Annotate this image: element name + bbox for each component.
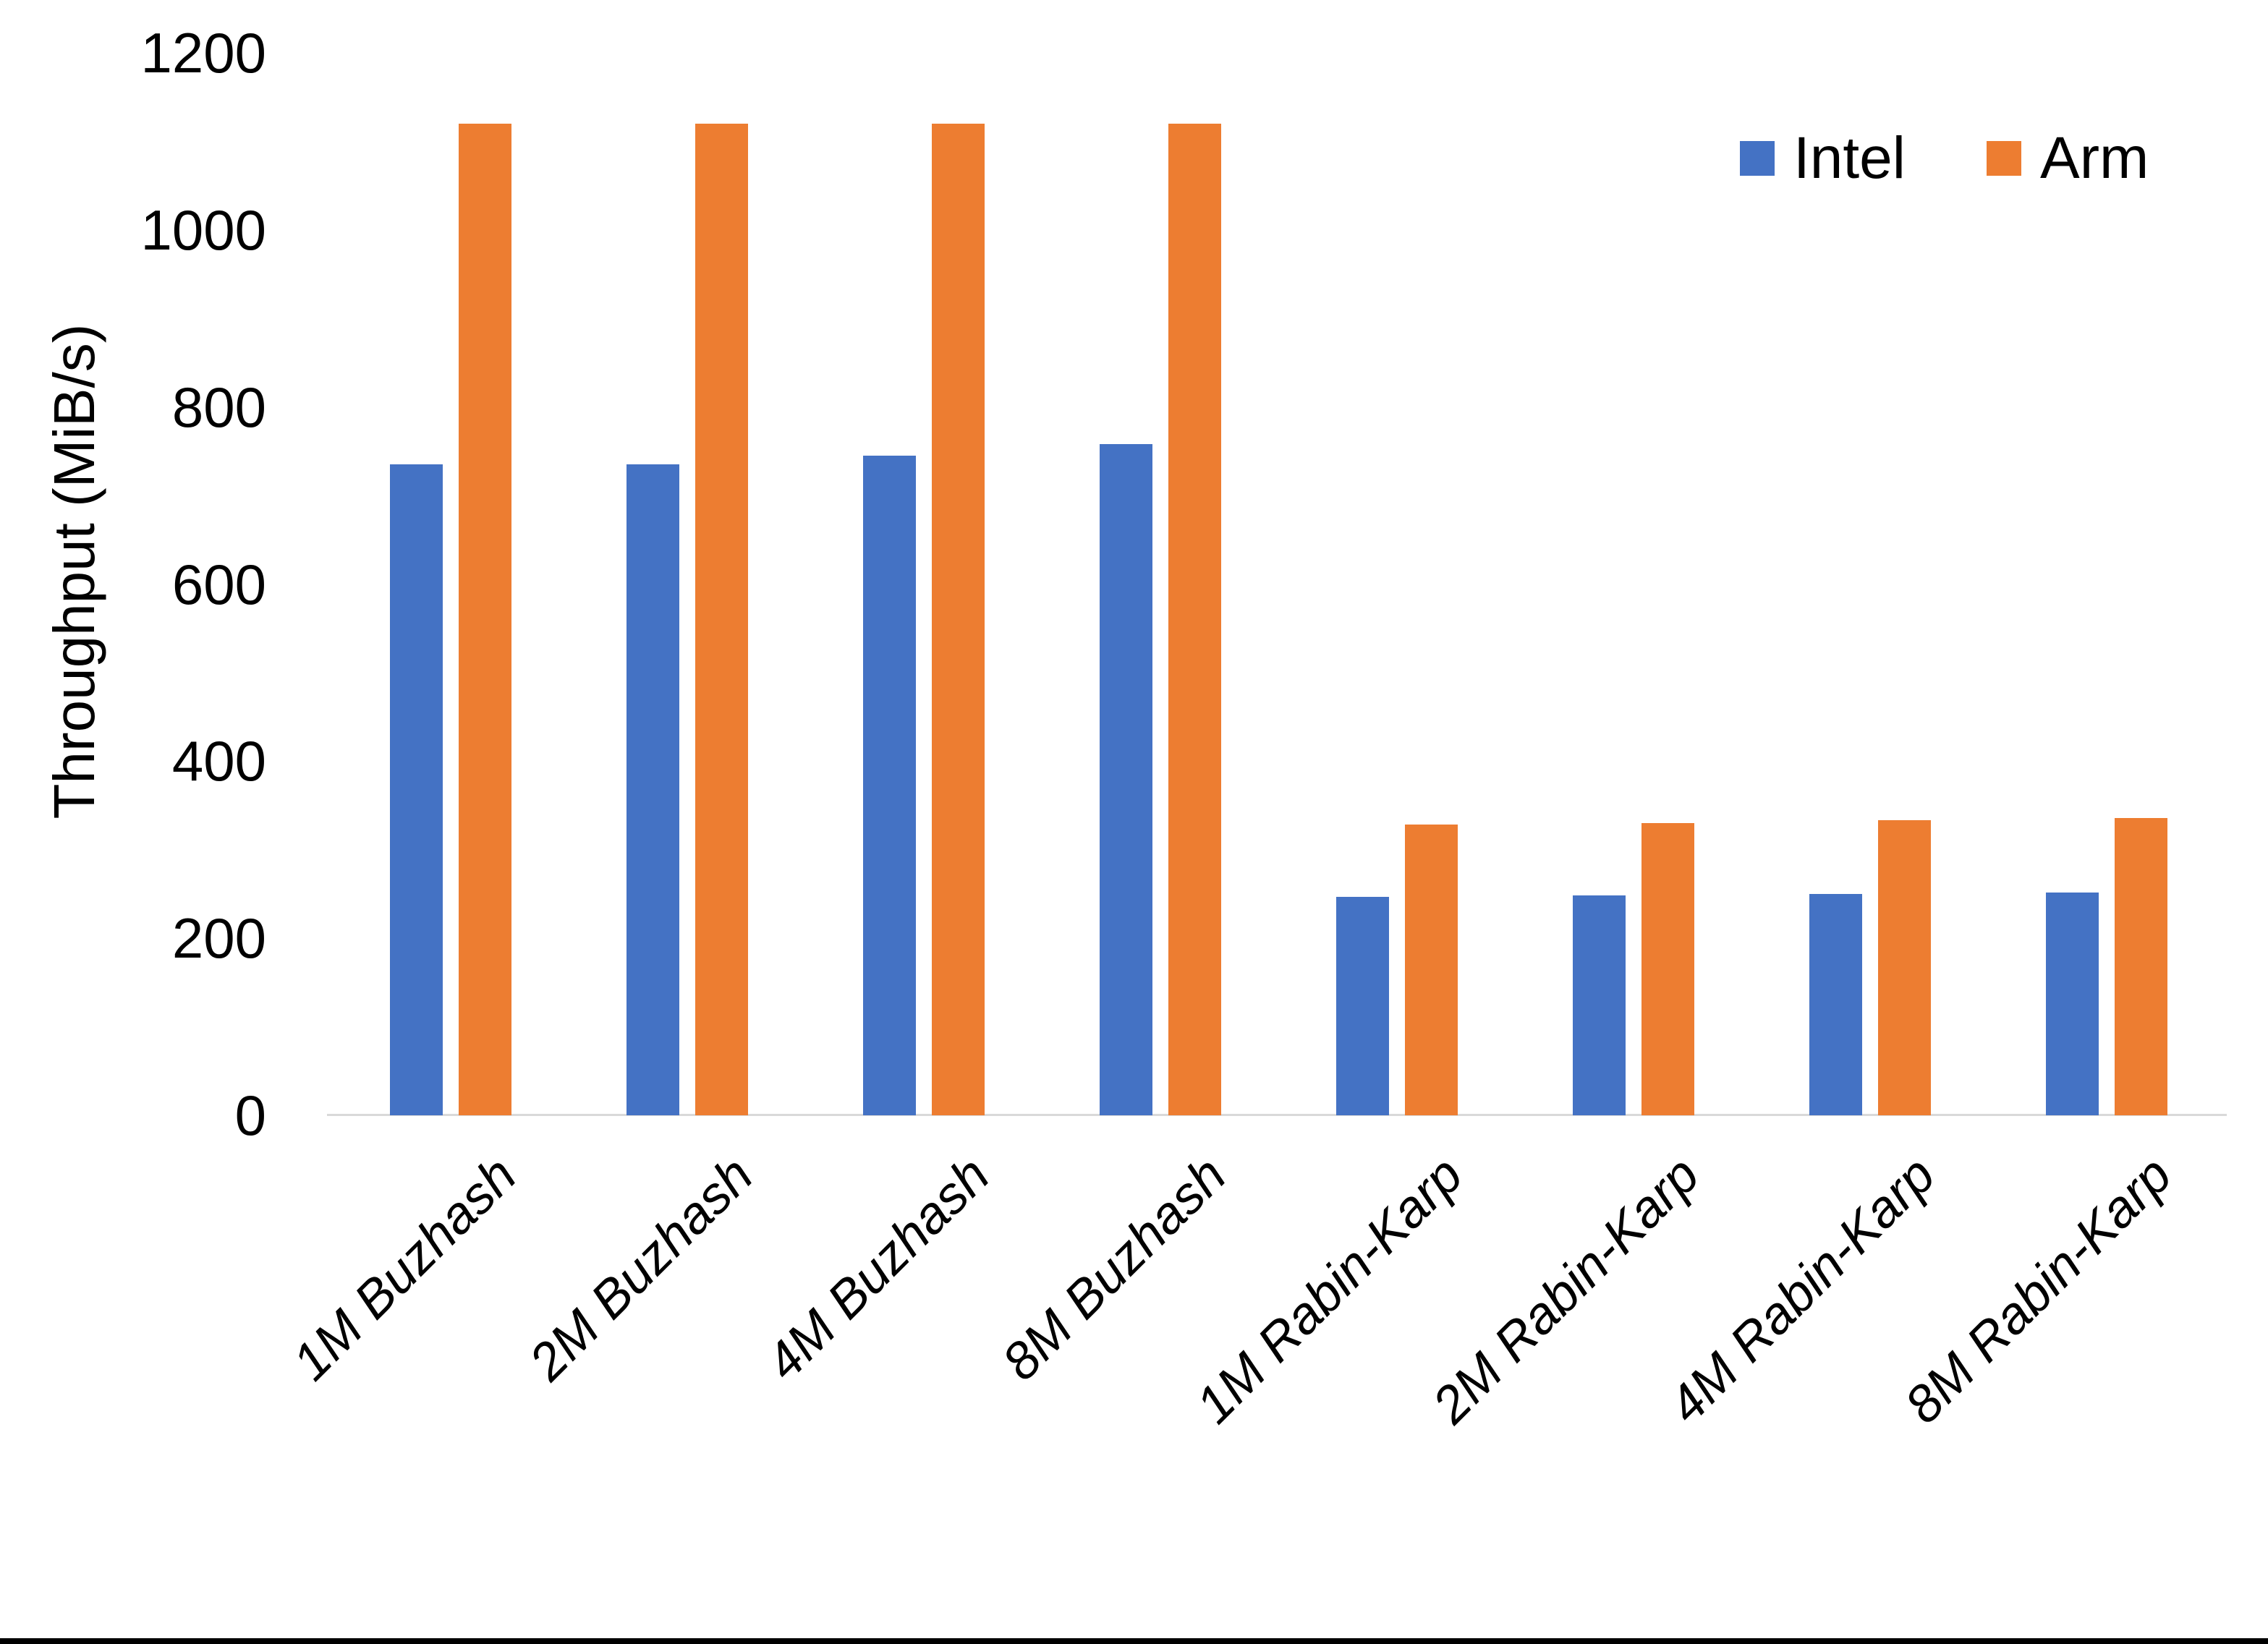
plot-area — [333, 53, 2225, 1115]
x-axis-line — [327, 1114, 2227, 1116]
bar-intel-4m-rabin-karp — [1809, 893, 1862, 1115]
bar-intel-1m-buzhash — [390, 464, 443, 1115]
y-tick-0: 0 — [234, 1083, 266, 1147]
bar-arm-1m-buzhash — [459, 123, 512, 1115]
legend-item-intel: Intel — [1740, 129, 1906, 188]
bar-arm-2m-buzhash — [695, 123, 749, 1115]
bar-arm-2m-rabin-karp — [1641, 823, 1694, 1115]
bar-arm-4m-rabin-karp — [1877, 820, 1931, 1115]
legend-item-arm: Arm — [1987, 129, 2149, 188]
y-tick-800: 800 — [171, 375, 266, 439]
bar-intel-4m-buzhash — [863, 456, 917, 1115]
y-tick-1200: 1200 — [140, 21, 266, 85]
legend-swatch-arm — [1987, 141, 2021, 176]
bar-intel-1m-rabin-karp — [1335, 896, 1389, 1115]
bar-intel-2m-rabin-karp — [1572, 895, 1626, 1115]
bar-intel-8m-rabin-karp — [2045, 892, 2099, 1115]
bar-arm-4m-buzhash — [932, 123, 985, 1115]
bar-arm-8m-buzhash — [1168, 123, 1222, 1115]
y-tick-200: 200 — [171, 906, 266, 971]
y-tick-1000: 1000 — [140, 197, 266, 262]
bar-intel-8m-buzhash — [1100, 444, 1153, 1115]
legend-swatch-intel — [1740, 141, 1775, 176]
y-tick-400: 400 — [171, 729, 266, 793]
y-tick-600: 600 — [171, 552, 266, 616]
bar-arm-8m-rabin-karp — [2114, 817, 2167, 1115]
legend: Intel Arm — [1740, 129, 2149, 188]
legend-label-intel: Intel — [1793, 125, 1906, 191]
legend-label-arm: Arm — [2040, 125, 2149, 191]
bar-arm-1m-rabin-karp — [1404, 825, 1458, 1115]
bar-intel-2m-buzhash — [627, 464, 680, 1115]
bottom-frame-border — [0, 1638, 2268, 1644]
